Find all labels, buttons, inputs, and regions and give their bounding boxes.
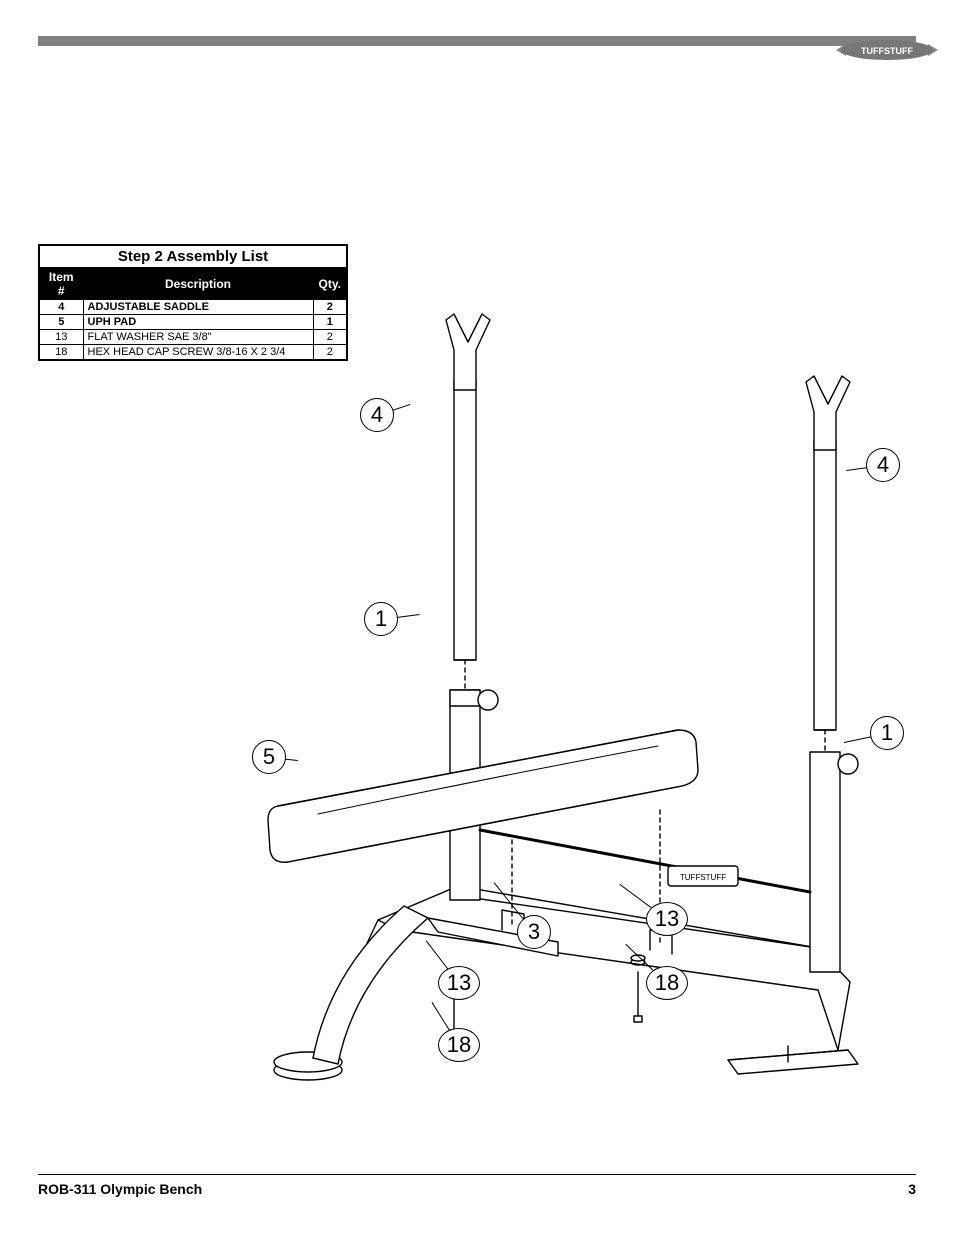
callout-bubble: 4 bbox=[360, 398, 394, 432]
svg-text:TUFFSTUFF: TUFFSTUFF bbox=[680, 873, 726, 882]
cell-item: 18 bbox=[39, 345, 83, 361]
cell-item: 5 bbox=[39, 315, 83, 330]
assembly-diagram: TUFFSTUFF bbox=[258, 230, 918, 1110]
callout-bubble: 4 bbox=[866, 448, 900, 482]
brand-logo: TUFFSTUFF bbox=[828, 36, 946, 64]
callout-bubble: 18 bbox=[646, 966, 688, 1000]
cell-item: 13 bbox=[39, 330, 83, 345]
footer-rule bbox=[38, 1174, 916, 1175]
callout-bubble: 5 bbox=[252, 740, 286, 774]
callout-bubble: 3 bbox=[517, 915, 551, 949]
callout-bubble: 1 bbox=[870, 716, 904, 750]
footer-page-number: 3 bbox=[908, 1181, 916, 1197]
col-item: Item # bbox=[39, 268, 83, 300]
callout-bubble: 18 bbox=[438, 1028, 480, 1062]
callout-bubble: 13 bbox=[646, 902, 688, 936]
callout-bubble: 13 bbox=[438, 966, 480, 1000]
footer-product: ROB-311 Olympic Bench bbox=[38, 1181, 202, 1197]
header-rule bbox=[38, 36, 916, 46]
svg-text:TUFFSTUFF: TUFFSTUFF bbox=[861, 46, 913, 56]
cell-item: 4 bbox=[39, 300, 83, 315]
callout-bubble: 1 bbox=[364, 602, 398, 636]
